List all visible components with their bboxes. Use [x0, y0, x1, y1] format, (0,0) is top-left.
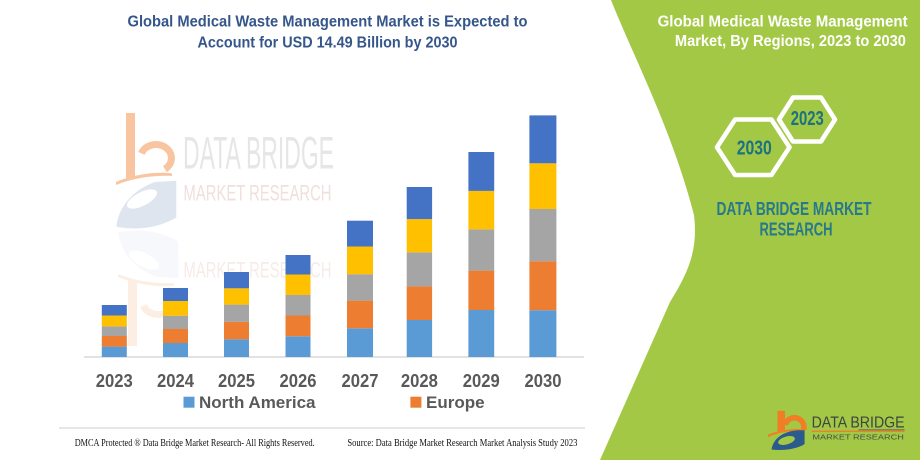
svg-text:2029: 2029 [463, 371, 500, 391]
svg-text:2025: 2025 [218, 371, 255, 391]
svg-text:2024: 2024 [157, 371, 194, 391]
svg-text:Market, By Regions, 2023 to 20: Market, By Regions, 2023 to 2030 [675, 33, 906, 50]
svg-text:Global Medical Waste Managemen: Global Medical Waste Management [658, 13, 909, 30]
svg-text:MARKET RESEARCH: MARKET RESEARCH [184, 180, 332, 205]
svg-text:2023: 2023 [791, 108, 824, 130]
svg-text:Account for USD 14.49 Billion: Account for USD 14.49 Billion by 2030 [198, 35, 458, 52]
svg-text:Europe: Europe [426, 393, 485, 412]
svg-text:Source: Data Bridge Market Res: Source: Data Bridge Market Research Mark… [347, 438, 577, 449]
svg-text:DATA BRIDGE: DATA BRIDGE [183, 128, 334, 179]
svg-text:2027: 2027 [342, 371, 379, 391]
svg-text:North America: North America [199, 393, 316, 412]
svg-text:Global Medical Waste Managemen: Global Medical Waste Management Market i… [128, 13, 528, 30]
svg-text:DATA BRIDGE: DATA BRIDGE [812, 415, 905, 432]
svg-text:2030: 2030 [737, 137, 772, 159]
svg-text:2023: 2023 [96, 371, 133, 391]
svg-text:2030: 2030 [525, 371, 562, 391]
svg-text:2026: 2026 [280, 371, 317, 391]
svg-text:RESEARCH: RESEARCH [760, 220, 833, 240]
svg-text:MARKET RESEARCH: MARKET RESEARCH [812, 433, 904, 442]
svg-text:DMCA Protected ® Data Bridge M: DMCA Protected ® Data Bridge Market Rese… [75, 438, 315, 449]
svg-text:2028: 2028 [401, 371, 438, 391]
svg-text:DATA BRIDGE MARKET: DATA BRIDGE MARKET [717, 199, 872, 219]
